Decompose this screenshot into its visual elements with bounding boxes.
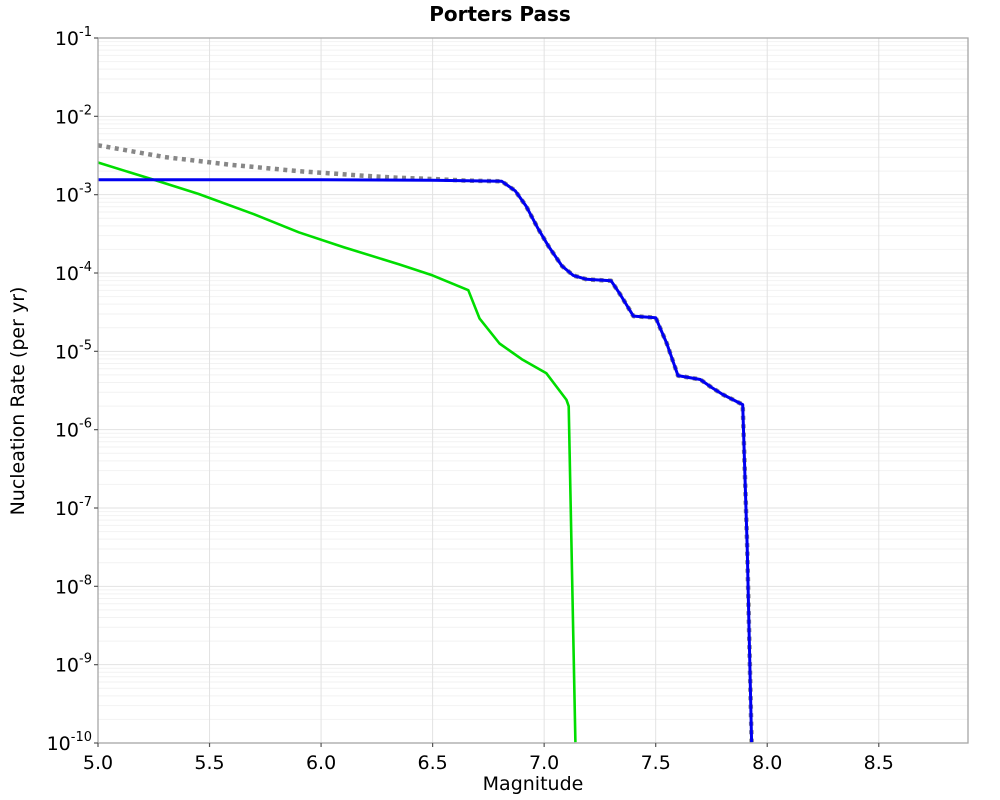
y-tick-label: 10-8 bbox=[55, 573, 92, 598]
x-tick-label: 8.0 bbox=[752, 752, 782, 774]
plot-frame bbox=[97, 37, 969, 744]
plot-background bbox=[98, 38, 968, 743]
x-tick-label: 8.5 bbox=[864, 752, 894, 774]
y-axis-ticks: 10-1 10-2 10-3 10-4 10-5 10-6 10-7 10-8 10-9 10-1… bbox=[47, 25, 98, 755]
y-tick-label: 10-3 bbox=[55, 182, 92, 207]
y-tick-label: 10-1 bbox=[55, 25, 92, 50]
major-gridlines bbox=[98, 38, 968, 743]
chart-title: Porters Pass bbox=[429, 2, 571, 26]
series-green-curve bbox=[98, 161, 577, 743]
series-group bbox=[98, 143, 754, 743]
series-total-rate-dotted bbox=[98, 143, 754, 743]
y-tick-label: 10-7 bbox=[55, 495, 92, 520]
x-tick-label: 7.0 bbox=[529, 752, 559, 774]
series-blue-curve bbox=[98, 178, 754, 743]
x-tick-label: 6.0 bbox=[306, 752, 336, 774]
y-tick-label: 10-6 bbox=[55, 417, 92, 442]
x-tick-label: 6.5 bbox=[418, 752, 448, 774]
x-tick-label: 5.5 bbox=[194, 752, 224, 774]
x-tick-label: 5.0 bbox=[83, 752, 113, 774]
y-tick-label: 10-5 bbox=[55, 338, 92, 363]
y-tick-label: 10-9 bbox=[55, 652, 92, 677]
x-axis-title: Magnitude bbox=[482, 773, 584, 795]
y-tick-label: 10-10 bbox=[47, 730, 92, 755]
minor-gridlines bbox=[98, 41, 968, 720]
x-tick-label: 7.5 bbox=[641, 752, 671, 774]
x-axis-ticks: 5.0 5.5 6.0 6.5 7.0 7.5 8.0 8.5 bbox=[83, 743, 894, 774]
y-tick-label: 10-2 bbox=[55, 103, 92, 128]
y-tick-label: 10-4 bbox=[55, 260, 92, 285]
